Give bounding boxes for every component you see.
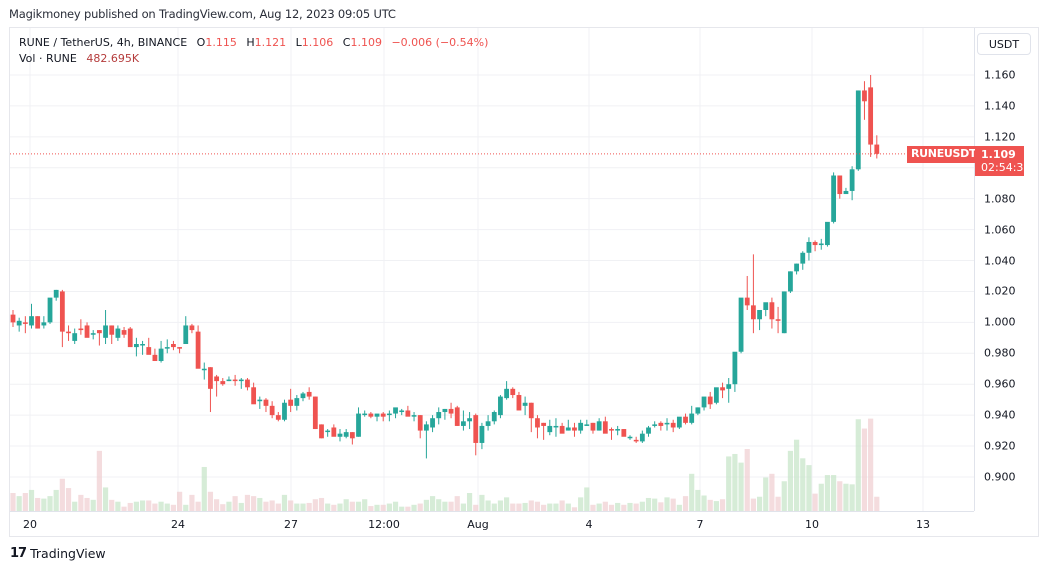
brand-name: TradingView bbox=[30, 546, 106, 561]
chart-frame bbox=[9, 27, 1039, 537]
candlestick-chart bbox=[10, 28, 974, 511]
price-tick: 1.080 bbox=[984, 192, 1016, 206]
legend-high: H1.121 bbox=[246, 36, 287, 49]
price-tick: 0.920 bbox=[984, 439, 1016, 453]
last-price-value: 1.109 bbox=[981, 148, 1016, 161]
bar-countdown: 02:54:39 bbox=[981, 161, 1031, 174]
price-tick: 0.940 bbox=[984, 408, 1016, 422]
legend-volume-value: 482.695K bbox=[86, 52, 140, 65]
price-tick: 1.060 bbox=[984, 223, 1016, 237]
symbol-price-tag: RUNEUSDT bbox=[907, 146, 981, 163]
legend-change: −0.006 (−0.54%) bbox=[391, 36, 489, 49]
time-tick: 24 bbox=[171, 518, 185, 531]
legend-close: C1.109 bbox=[342, 36, 382, 49]
last-price-label: 1.109 02:54:39 bbox=[975, 146, 1031, 176]
price-tick: 1.000 bbox=[984, 315, 1016, 329]
legend-low: L1.106 bbox=[295, 36, 334, 49]
legend-volume-label[interactable]: Vol · RUNE bbox=[19, 52, 77, 65]
price-tick: 0.980 bbox=[984, 346, 1016, 360]
price-tick: 1.020 bbox=[984, 284, 1016, 298]
tradingview-logo-icon: 17 bbox=[10, 546, 27, 561]
chart-legend: RUNE / TetherUS, 4h, BINANCE O1.115 H1.1… bbox=[19, 35, 494, 67]
time-tick: 10 bbox=[805, 518, 819, 531]
time-tick: 4 bbox=[585, 518, 593, 531]
price-tick: 0.900 bbox=[984, 470, 1016, 484]
price-tick: 1.160 bbox=[984, 68, 1016, 82]
currency-button[interactable]: USDT bbox=[977, 33, 1031, 55]
price-tick: 1.040 bbox=[984, 254, 1016, 268]
time-tick: 27 bbox=[284, 518, 298, 531]
price-tick: 1.120 bbox=[984, 130, 1016, 144]
published-caption: Magikmoney published on TradingView.com,… bbox=[9, 7, 396, 21]
price-tick: 0.960 bbox=[984, 377, 1016, 391]
legend-symbol[interactable]: RUNE / TetherUS, 4h, BINANCE bbox=[19, 36, 188, 49]
chart-pane[interactable] bbox=[10, 28, 974, 511]
tradingview-brand[interactable]: 17 TradingView bbox=[10, 546, 106, 561]
time-tick: 13 bbox=[916, 518, 930, 531]
time-tick: Aug bbox=[467, 518, 489, 531]
time-axis[interactable]: 20 24 27 12:00 Aug 4 7 10 13 bbox=[10, 511, 974, 536]
price-axis[interactable]: 1.160 1.140 1.120 1.080 1.060 1.040 1.020 1.000… bbox=[974, 28, 1038, 511]
legend-volume-row: Vol · RUNE 482.695K bbox=[19, 51, 494, 67]
time-tick: 20 bbox=[23, 518, 37, 531]
legend-price-row: RUNE / TetherUS, 4h, BINANCE O1.115 H1.1… bbox=[19, 35, 494, 51]
price-tick: 1.140 bbox=[984, 99, 1016, 113]
legend-open: O1.115 bbox=[196, 36, 237, 49]
time-tick: 12:00 bbox=[368, 518, 400, 531]
time-tick: 7 bbox=[696, 518, 704, 531]
